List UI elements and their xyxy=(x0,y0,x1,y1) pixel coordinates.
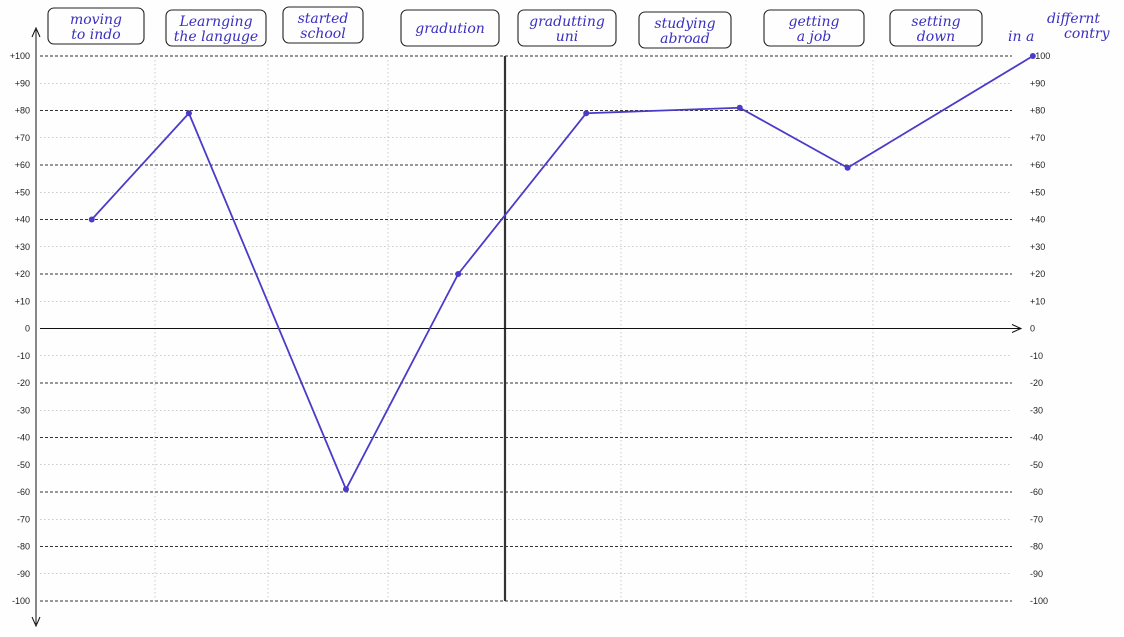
data-point-6 xyxy=(736,104,743,111)
category-text: uni xyxy=(556,29,579,45)
category-text: the languge xyxy=(174,29,258,45)
y-tick-right--90: -90 xyxy=(1030,569,1043,579)
y-tick-left--50: -50 xyxy=(17,460,30,470)
category-text: moving xyxy=(70,12,122,28)
category-box xyxy=(165,9,267,47)
y-tick-left-+70: +70 xyxy=(15,133,30,143)
y-tick-right--50: -50 xyxy=(1030,460,1043,470)
data-point-8 xyxy=(1029,53,1036,59)
data-point-3 xyxy=(343,486,349,493)
y-tick-left-+90: +90 xyxy=(15,78,30,88)
category-box xyxy=(889,9,983,47)
category-box xyxy=(282,6,364,44)
y-tick-left-+80: +80 xyxy=(15,106,30,116)
data-point-7 xyxy=(844,164,851,171)
y-tick-left-+40: +40 xyxy=(15,215,30,225)
y-tick-right--10: -10 xyxy=(1030,351,1043,361)
category-text: down xyxy=(917,29,955,45)
y-tick-right--40: -40 xyxy=(1030,433,1043,443)
y-tick-left-+100: +100 xyxy=(10,51,30,61)
y-tick-left--30: -30 xyxy=(17,405,30,415)
category-text: to indo xyxy=(71,27,120,43)
category-text: Learnging xyxy=(178,14,252,30)
y-axis-arrow-up-icon xyxy=(31,26,41,38)
horizontal-gridlines xyxy=(40,55,1012,602)
category-text: school xyxy=(300,26,345,42)
y-tick-left-0: 0 xyxy=(25,324,30,334)
life-line-series xyxy=(88,53,1036,493)
y-tick-left--10: -10 xyxy=(17,351,30,361)
y-tick-left-+20: +20 xyxy=(15,269,30,279)
y-tick-right--70: -70 xyxy=(1030,514,1043,524)
y-tick-right-+70: +70 xyxy=(1030,133,1045,143)
trailing-note-text: in a xyxy=(1008,29,1034,45)
y-tick-right--20: -20 xyxy=(1030,378,1043,388)
y-tick-left-+30: +30 xyxy=(15,242,30,252)
y-tick-left--70: -70 xyxy=(17,514,30,524)
category-box xyxy=(517,9,617,47)
y-tick-left--80: -80 xyxy=(17,542,30,552)
category-text: setting xyxy=(911,14,960,30)
y-tick-left--60: -60 xyxy=(17,487,30,497)
category-box xyxy=(638,11,732,49)
y-tick-right-+10: +10 xyxy=(1030,296,1045,306)
y-tick-right-+50: +50 xyxy=(1030,187,1045,197)
y-tick-right-+20: +20 xyxy=(1030,269,1045,279)
left-tick-labels: +100+90+80+70+60+50+40+30+20+100-10-20-3… xyxy=(10,51,30,606)
y-tick-right-+60: +60 xyxy=(1030,160,1045,170)
y-tick-right--60: -60 xyxy=(1030,487,1043,497)
y-tick-left--100: -100 xyxy=(12,596,30,606)
y-tick-left-+60: +60 xyxy=(15,160,30,170)
category-text: a job xyxy=(797,29,832,45)
category-text: gradution xyxy=(415,21,485,37)
right-tick-labels: +100+90+80+70+60+50+40+30+20+100-10-20-3… xyxy=(1030,51,1050,606)
zero-axis-arrow-icon xyxy=(1011,324,1023,333)
y-tick-left--40: -40 xyxy=(17,433,30,443)
category-box xyxy=(47,7,145,45)
category-box xyxy=(763,9,865,47)
y-tick-left--90: -90 xyxy=(17,569,30,579)
y-tick-right--80: -80 xyxy=(1030,542,1043,552)
data-point-4 xyxy=(455,271,462,277)
y-tick-right-+100: +100 xyxy=(1030,51,1050,61)
y-tick-left--20: -20 xyxy=(17,378,30,388)
category-text: getting xyxy=(789,14,840,30)
trailing-note-text: differnt xyxy=(1047,11,1100,27)
category-label-4: gradution xyxy=(400,9,500,47)
category-text: started xyxy=(298,11,349,27)
axes xyxy=(31,26,1023,628)
data-point-2 xyxy=(185,110,192,117)
trailing-note-text: contry xyxy=(1064,26,1111,42)
y-tick-right--30: -30 xyxy=(1030,405,1043,415)
y-tick-left-+50: +50 xyxy=(15,187,30,197)
category-box xyxy=(400,9,500,47)
category-text: studying xyxy=(654,16,715,32)
y-tick-left-+10: +10 xyxy=(15,296,30,306)
y-tick-right-0: 0 xyxy=(1030,324,1035,334)
y-tick-right-+40: +40 xyxy=(1030,215,1045,225)
y-tick-right-+80: +80 xyxy=(1030,106,1045,116)
category-text: gradutting xyxy=(529,14,605,30)
data-point-5 xyxy=(583,110,590,117)
series-line xyxy=(91,55,1034,491)
data-point-1 xyxy=(88,216,95,223)
y-axis-arrow-down-icon xyxy=(31,616,41,628)
y-tick-right-+30: +30 xyxy=(1030,242,1045,252)
y-tick-right-+90: +90 xyxy=(1030,78,1045,88)
y-tick-right--100: -100 xyxy=(1030,596,1048,606)
category-text: abroad xyxy=(660,31,710,47)
